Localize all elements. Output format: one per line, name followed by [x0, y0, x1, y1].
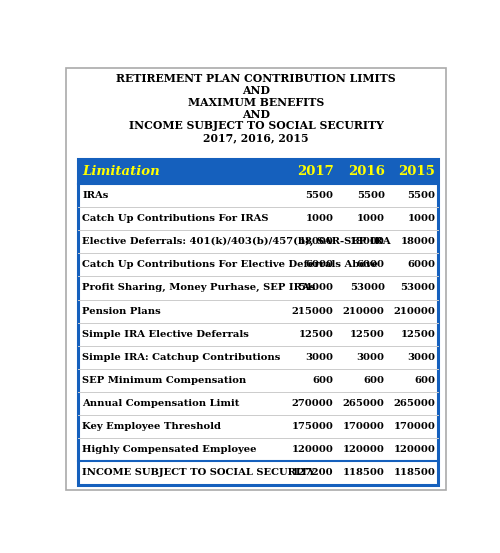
Text: Profit Sharing, Money Purhase, SEP IRAs: Profit Sharing, Money Purhase, SEP IRAs [82, 284, 316, 293]
Text: 18000: 18000 [298, 237, 334, 246]
Text: Catch Up Contributions For Elective Deferrals Above: Catch Up Contributions For Elective Defe… [82, 260, 378, 269]
Text: Highly Compensated Employee: Highly Compensated Employee [82, 445, 257, 455]
Text: 2017, 2016, 2015: 2017, 2016, 2015 [204, 132, 309, 143]
Text: SEP Minimum Compensation: SEP Minimum Compensation [82, 376, 246, 385]
Text: 6000: 6000 [408, 260, 436, 269]
Text: 1000: 1000 [356, 214, 384, 223]
Text: 3000: 3000 [356, 353, 384, 362]
Text: INCOME SUBJECT TO SOCIAL SECURITY: INCOME SUBJECT TO SOCIAL SECURITY [82, 468, 316, 477]
Text: Key Employee Threshold: Key Employee Threshold [82, 422, 222, 431]
Text: 6000: 6000 [306, 260, 334, 269]
Text: Elective Deferrals: 401(k)/403(b)/457(b), SAR-SEP IRA: Elective Deferrals: 401(k)/403(b)/457(b)… [82, 237, 391, 246]
Text: Catch Up Contributions For IRAS: Catch Up Contributions For IRAS [82, 214, 269, 223]
Text: 6000: 6000 [356, 260, 384, 269]
Text: 54000: 54000 [298, 284, 334, 293]
Text: 265000: 265000 [343, 399, 384, 408]
Text: IRAs: IRAs [82, 191, 108, 200]
Text: 600: 600 [312, 376, 334, 385]
Bar [78, 159, 438, 184]
Text: 175000: 175000 [292, 422, 334, 431]
Text: AND: AND [242, 108, 270, 119]
Text: 2016: 2016 [348, 165, 385, 178]
Text: 210000: 210000 [343, 306, 384, 316]
Text: AND: AND [242, 85, 270, 96]
Text: Simple IRA Elective Deferrals: Simple IRA Elective Deferrals [82, 330, 249, 338]
Text: Limitation: Limitation [82, 165, 160, 178]
Text: 600: 600 [364, 376, 384, 385]
Text: 120000: 120000 [292, 445, 334, 455]
Text: 12500: 12500 [400, 330, 436, 338]
Text: 270000: 270000 [292, 399, 334, 408]
Text: 53000: 53000 [400, 284, 436, 293]
Text: 12500: 12500 [350, 330, 384, 338]
Text: 5500: 5500 [408, 191, 436, 200]
Text: 170000: 170000 [343, 422, 384, 431]
Text: 120000: 120000 [343, 445, 384, 455]
Text: 3000: 3000 [306, 353, 334, 362]
Text: 120000: 120000 [394, 445, 436, 455]
Text: 1000: 1000 [408, 214, 436, 223]
Text: 2015: 2015 [398, 165, 436, 178]
Text: 170000: 170000 [394, 422, 436, 431]
Text: 210000: 210000 [394, 306, 436, 316]
Text: 53000: 53000 [350, 284, 384, 293]
Text: Simple IRA: Catchup Contributions: Simple IRA: Catchup Contributions [82, 353, 280, 362]
Text: 1000: 1000 [306, 214, 334, 223]
Text: 2017: 2017 [297, 165, 334, 178]
Text: 118500: 118500 [343, 468, 384, 477]
Text: 265000: 265000 [394, 399, 436, 408]
Text: 5500: 5500 [306, 191, 334, 200]
Text: INCOME SUBJECT TO SOCIAL SECURITY: INCOME SUBJECT TO SOCIAL SECURITY [129, 121, 384, 132]
Text: Annual Compensation Limit: Annual Compensation Limit [82, 399, 239, 408]
Text: MAXIMUM BENEFITS: MAXIMUM BENEFITS [188, 97, 324, 108]
Text: 18000: 18000 [350, 237, 384, 246]
Text: 3000: 3000 [408, 353, 436, 362]
Text: Pension Plans: Pension Plans [82, 306, 161, 316]
Text: RETIREMENT PLAN CONTRIBUTION LIMITS: RETIREMENT PLAN CONTRIBUTION LIMITS [116, 73, 396, 84]
Text: 12500: 12500 [298, 330, 334, 338]
Text: 18000: 18000 [400, 237, 436, 246]
Text: 215000: 215000 [292, 306, 334, 316]
Text: 118500: 118500 [394, 468, 436, 477]
Text: 127200: 127200 [292, 468, 334, 477]
Text: 600: 600 [414, 376, 436, 385]
Text: 5500: 5500 [356, 191, 384, 200]
